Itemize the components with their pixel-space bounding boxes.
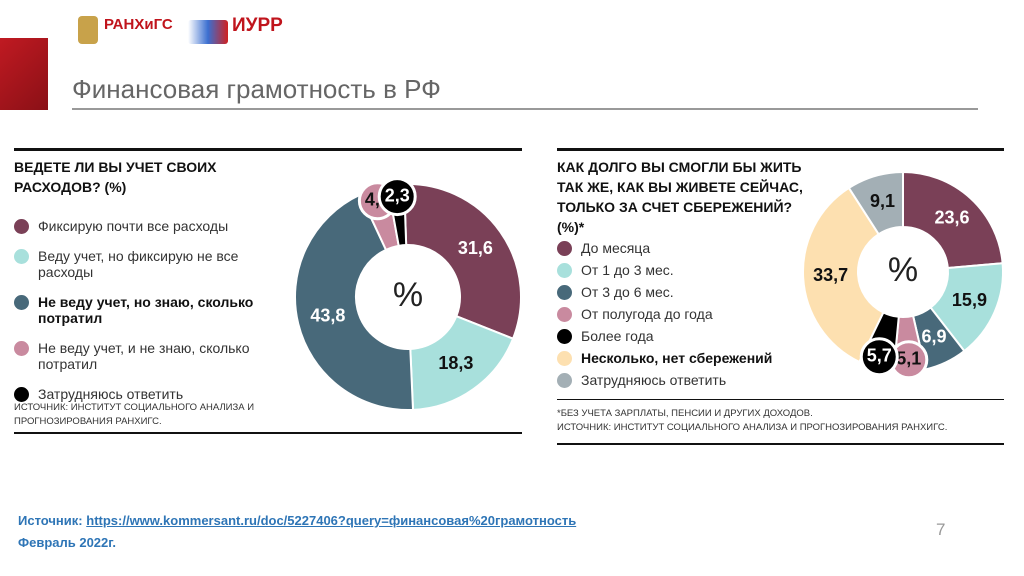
legend-item: До месяца [557, 240, 817, 256]
legend-swatch [557, 329, 572, 344]
legend-swatch [557, 307, 572, 322]
legend-label: Не веду учет, но знаю, сколько потратил [38, 294, 254, 326]
legend-item: Фиксирую почти все расходы [14, 218, 254, 234]
legend-label: От 3 до 6 мес. [581, 284, 674, 300]
source-link[interactable]: https://www.kommersant.ru/doc/5227406?qu… [86, 513, 577, 528]
legend-label: Несколько, нет сбережений [581, 350, 773, 366]
logo-text: ИУРР [232, 15, 283, 36]
legend-label: До месяца [581, 240, 651, 256]
rule [557, 443, 1004, 445]
page-number: 7 [936, 520, 946, 539]
legend-label: Более года [581, 328, 654, 344]
legend-item: От 1 до 3 мес. [557, 262, 817, 278]
legend: Фиксирую почти все расходы Веду учет, но … [14, 218, 254, 402]
legend-swatch [14, 295, 29, 310]
note: ИСТОЧНИК: ИНСТИТУТ СОЦИАЛЬНОГО АНАЛИЗА И… [14, 402, 255, 427]
legend-label: Затрудняюсь ответить [38, 386, 184, 402]
rule [557, 148, 1004, 151]
logo-flag [188, 20, 228, 44]
legend-label: Не веду учет, и не знаю, сколько потрати… [38, 340, 250, 372]
legend-item: От 3 до 6 мес. [557, 284, 817, 300]
donut-hole [858, 227, 948, 317]
legend-label: От полугода до года [581, 306, 713, 322]
date: Февраль 2022г. [18, 535, 116, 550]
legend-swatch [557, 351, 572, 366]
data-label: 15,9 [952, 290, 987, 310]
logo-text: РАНХиГС [104, 16, 173, 33]
accent-block [0, 38, 48, 110]
legend-item: Более года [557, 328, 817, 344]
center-label: % [888, 251, 918, 289]
data-label: 6,9 [922, 326, 947, 346]
legend-swatch [557, 373, 572, 388]
legend-swatch [557, 241, 572, 256]
center-label: % [393, 276, 423, 314]
chart-title: КАК ДОЛГО ВЫ СМОГЛИ БЫ ЖИТЬ ТАК ЖЕ, КАК … [557, 159, 803, 235]
note: *БЕЗ УЧЕТА ЗАРПЛАТЫ, ПЕНСИИ И ДРУГИХ ДОХ… [557, 408, 813, 419]
note: ИСТОЧНИК: ИНСТИТУТ СОЦИАЛЬНОГО АНАЛИЗА И… [557, 422, 948, 433]
notes: ИСТОЧНИК: ИНСТИТУТ СОЦИАЛЬНОГО АНАЛИЗА И… [14, 401, 314, 429]
legend-swatch [14, 341, 29, 356]
rule [14, 148, 522, 151]
rule [14, 432, 522, 434]
legend-label: От 1 до 3 мес. [581, 262, 674, 278]
legend-item: Затрудняюсь ответить [14, 386, 254, 402]
data-label: 5,7 [867, 345, 892, 365]
data-label: 9,1 [870, 191, 895, 211]
chart-title: ВЕДЕТЕ ЛИ ВЫ УЧЕТ СВОИХ РАСХОДОВ? (%) [14, 159, 217, 195]
data-label: 31,6 [458, 238, 493, 258]
legend-item: Не веду учет, но знаю, сколько потратил [14, 294, 254, 326]
data-label: 33,7 [813, 265, 848, 285]
legend-item: Затрудняюсь ответить [557, 372, 817, 388]
label-bubble [377, 177, 417, 217]
legend-label: Фиксирую почти все расходы [38, 218, 229, 234]
legend-item: Несколько, нет сбережений [557, 350, 817, 366]
label-bubble [859, 337, 899, 377]
data-label: 5,1 [896, 349, 921, 369]
legend-label: Веду учет, но фиксирую не все расходы [38, 248, 239, 280]
data-label: 18,3 [438, 353, 473, 373]
notes: *БЕЗ УЧЕТА ЗАРПЛАТЫ, ПЕНСИИ И ДРУГИХ ДОХ… [557, 407, 997, 435]
legend-item: Не веду учет, и не знаю, сколько потрати… [14, 340, 254, 372]
donut-hole [356, 245, 460, 349]
source: Источник: https://www.kommersant.ru/doc/… [18, 513, 576, 528]
slide-title: Финансовая грамотность в РФ [72, 74, 441, 104]
data-label: 23,6 [934, 207, 969, 227]
legend-item: Веду учет, но фиксирую не все расходы [14, 248, 254, 280]
legend-swatch [14, 387, 29, 402]
legend-label: Затрудняюсь ответить [581, 372, 727, 388]
legend-swatch [557, 285, 572, 300]
logo-emblem [78, 16, 98, 44]
legend-item: От полугода до года [557, 306, 817, 322]
source-label: Источник: [18, 513, 83, 528]
legend-swatch [14, 219, 29, 234]
legend-swatch [14, 249, 29, 264]
data-label: 2,3 [385, 185, 410, 205]
legend: До месяца От 1 до 3 мес. От 3 до 6 мес. От … [557, 240, 817, 388]
data-label: 43,8 [310, 305, 345, 325]
rule [557, 399, 1004, 400]
legend-swatch [557, 263, 572, 278]
title-rule [72, 108, 978, 110]
